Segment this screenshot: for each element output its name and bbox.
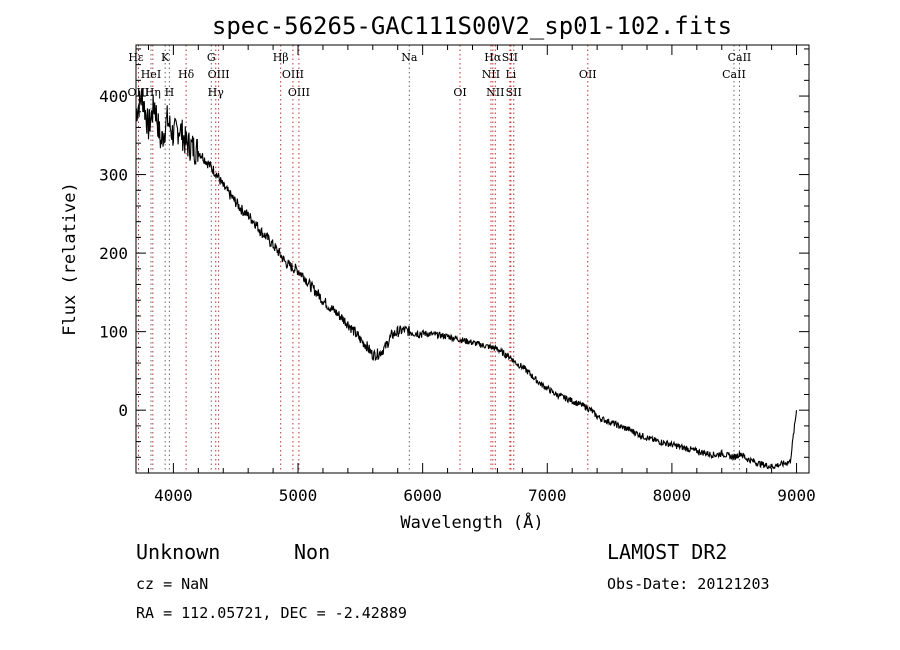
spectral-line-label: Hβ <box>273 51 289 64</box>
y-tick-label: 0 <box>118 401 128 420</box>
redshift-text: cz = NaN <box>136 575 208 593</box>
coordinates-text: RA = 112.05721, DEC = -2.42889 <box>136 604 407 622</box>
spectral-line-label: SII <box>502 51 518 64</box>
obs-date-text: Obs-Date: 20121203 <box>607 575 770 593</box>
chart-title: spec-56265-GAC111S00V2_sp01-102.fits <box>212 12 732 40</box>
spectral-line-label: HeI <box>141 68 161 81</box>
spectral-line-label: OIII <box>288 86 310 99</box>
spectral-line-label: NII <box>482 68 500 81</box>
x-tick-label: 4000 <box>154 486 193 505</box>
y-tick-label: 300 <box>99 166 128 185</box>
spectral-line-label: Hγ <box>208 86 225 99</box>
spectral-line-label: OIII <box>208 68 230 81</box>
spectral-line-label: CaII <box>722 68 746 81</box>
spectral-line-label: Na <box>401 51 418 64</box>
spectral-line-label: Li <box>505 68 516 81</box>
spectral-line-label: Hη <box>145 86 161 99</box>
y-axis-label: Flux (relative) <box>60 182 80 336</box>
spectral-line-label: OI <box>453 86 466 99</box>
spectral-line-label: Hδ <box>178 68 195 81</box>
spectral-line-label: OII <box>579 68 597 81</box>
survey-label: LAMOST DR2 <box>607 540 727 564</box>
spectral-line-label: NII <box>486 86 504 99</box>
class-label: Unknown <box>136 540 220 564</box>
footer-info: Unknown Non cz = NaN RA = 112.05721, DEC… <box>136 540 770 622</box>
spectral-line-label: G <box>207 51 216 64</box>
plot-frame <box>135 44 810 474</box>
subclass-label: Non <box>294 540 330 564</box>
y-axis: 0 100 200 300 400 <box>99 48 809 458</box>
spectral-line-label: SII <box>506 86 522 99</box>
spectrum-series-line <box>135 88 798 470</box>
x-tick-label: 9000 <box>777 486 816 505</box>
x-axis: 4000 5000 6000 7000 8000 9000 <box>147 45 816 505</box>
x-tick-label: 6000 <box>403 486 442 505</box>
x-tick-label: 7000 <box>528 486 567 505</box>
y-tick-label: 200 <box>99 244 128 263</box>
spectral-line-label: H <box>165 86 175 99</box>
spectral-line-markers <box>135 45 740 473</box>
spectral-line-label: K <box>161 51 170 64</box>
spectral-line-label: OIII <box>282 68 304 81</box>
spectral-line-label: CaII <box>728 51 752 64</box>
x-tick-label: 8000 <box>653 486 692 505</box>
x-axis-label: Wavelength (Å) <box>400 511 543 533</box>
y-tick-label: 100 <box>99 323 128 342</box>
y-tick-label: 400 <box>99 87 128 106</box>
spectral-line-label: Hα <box>484 51 502 64</box>
x-tick-label: 5000 <box>279 486 318 505</box>
